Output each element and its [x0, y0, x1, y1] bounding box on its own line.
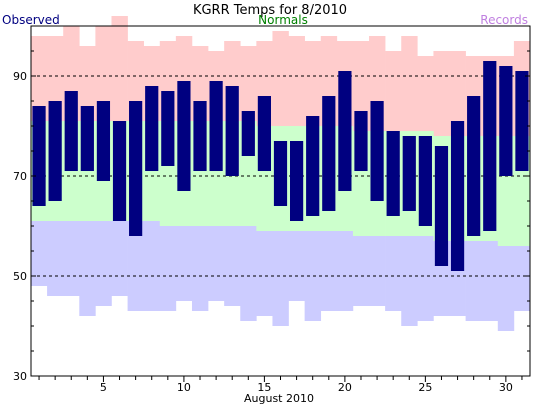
record-low-band [417, 236, 434, 321]
record-low-band [513, 246, 531, 311]
record-high-band [304, 41, 322, 126]
record-low-band [175, 226, 193, 301]
record-low-band [304, 231, 322, 321]
record-low-band [95, 221, 112, 306]
observed-bar [209, 81, 223, 171]
record-low-band [191, 226, 209, 311]
record-low-band [385, 236, 402, 311]
observed-bar [193, 101, 207, 171]
x-tick-label: 15 [257, 381, 271, 394]
y-tick-label: 70 [13, 170, 27, 183]
observed-bar [225, 86, 239, 176]
observed-bar [257, 96, 272, 171]
record-low-band [497, 246, 515, 331]
record-low-band [79, 221, 96, 316]
x-tick-label: 25 [418, 381, 432, 394]
record-low-band [127, 221, 144, 311]
observed-bar [80, 106, 94, 171]
record-low-band [111, 221, 128, 296]
record-high-band [47, 36, 64, 121]
record-low-band [352, 236, 370, 306]
record-high-band [79, 46, 96, 121]
x-tick-label: 5 [100, 381, 107, 394]
observed-bar [273, 141, 288, 206]
observed-bar [434, 146, 449, 266]
record-low-band [159, 226, 177, 311]
x-tick-label: 10 [177, 381, 191, 394]
record-high-band [417, 56, 434, 131]
record-low-band [465, 241, 483, 321]
observed-bar [418, 136, 432, 226]
plot-area: 30 50 70 90 5 10 15 20 25 30 [13, 16, 531, 394]
x-tick-label: 20 [338, 381, 352, 394]
x-axis-label: August 2010 [244, 392, 314, 405]
record-low-band [401, 236, 418, 326]
observed-bar [306, 116, 320, 216]
observed-bar [338, 71, 352, 191]
observed-bar [402, 136, 416, 211]
observed-bar [370, 101, 384, 201]
observed-bar [483, 61, 497, 231]
observed-bar [289, 141, 304, 221]
observed-bar [354, 111, 368, 171]
record-low-band [47, 221, 64, 296]
record-low-band [31, 221, 48, 286]
observed-bar [467, 96, 481, 236]
observed-bar [241, 111, 255, 156]
observed-bar [386, 131, 400, 216]
record-low-band [481, 241, 499, 321]
record-low-band [224, 226, 241, 306]
observed-bar [32, 106, 46, 206]
observed-bar [129, 101, 143, 236]
record-low-band [288, 231, 305, 301]
observed-bar [177, 81, 191, 191]
y-tick-label: 90 [13, 70, 27, 83]
x-tick-label: 30 [499, 381, 513, 394]
record-low-band [336, 231, 354, 311]
observed-bar [515, 71, 529, 171]
record-low-band [369, 236, 386, 306]
legend-normals: Normals [258, 13, 308, 27]
record-low-band [143, 221, 161, 311]
record-high-band [240, 46, 257, 121]
observed-bar [161, 91, 175, 166]
record-low-band [208, 226, 225, 301]
observed-bar [450, 121, 465, 271]
y-tick-label: 50 [13, 270, 27, 283]
record-low-band [240, 226, 257, 321]
record-high-band [111, 16, 128, 121]
legend-observed: Observed [2, 13, 60, 27]
observed-bar [96, 101, 111, 181]
observed-bar [145, 86, 159, 171]
record-high-band [449, 51, 466, 136]
record-high-band [401, 36, 418, 131]
chart-title: KGRR Temps for 8/2010 [193, 3, 347, 18]
record-high-band [95, 26, 112, 121]
record-high-band [288, 36, 305, 126]
observed-bar [112, 121, 127, 221]
record-low-band [320, 231, 338, 311]
record-low-band [272, 231, 289, 326]
observed-bar [48, 101, 62, 201]
record-high-band [352, 41, 370, 131]
record-low-band [63, 221, 80, 296]
observed-bar [322, 96, 336, 211]
legend-records: Records [480, 13, 528, 27]
record-high-band [433, 51, 450, 136]
record-high-band [272, 31, 289, 126]
record-high-band [31, 36, 48, 121]
observed-bar [499, 66, 513, 176]
observed-bar [64, 91, 78, 171]
y-tick-label: 30 [13, 370, 27, 383]
record-high-band [385, 51, 402, 131]
record-low-band [256, 231, 273, 316]
